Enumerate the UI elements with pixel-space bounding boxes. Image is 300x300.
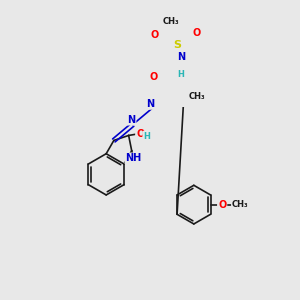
Text: CH₃: CH₃ bbox=[189, 92, 206, 101]
Text: O: O bbox=[150, 72, 158, 82]
Text: CH₃: CH₃ bbox=[232, 200, 248, 209]
Text: H: H bbox=[143, 132, 150, 141]
Text: S: S bbox=[173, 40, 181, 50]
Text: O: O bbox=[192, 28, 200, 38]
Text: O: O bbox=[218, 200, 226, 210]
Text: NH: NH bbox=[125, 154, 142, 164]
Text: CH₃: CH₃ bbox=[162, 17, 179, 26]
Text: H: H bbox=[177, 70, 184, 79]
Text: N: N bbox=[177, 52, 185, 62]
Text: O: O bbox=[151, 30, 159, 40]
Text: O: O bbox=[136, 129, 144, 139]
Text: N: N bbox=[127, 115, 135, 124]
Text: N: N bbox=[146, 99, 154, 109]
